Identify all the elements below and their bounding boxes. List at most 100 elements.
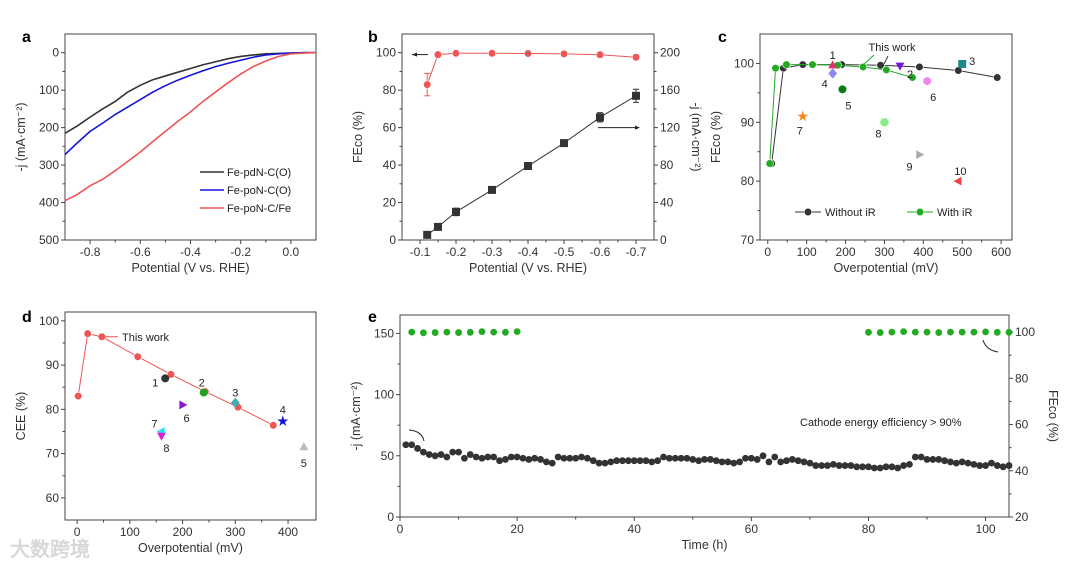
x-tick-label: 400 xyxy=(278,525,298,539)
series-line-0 xyxy=(771,64,998,164)
x-axis-title: Potential (V vs. RHE) xyxy=(469,261,587,275)
y2-tick-label: 0 xyxy=(660,233,667,247)
data-point xyxy=(449,448,457,456)
data-point xyxy=(578,453,585,461)
data-point xyxy=(695,457,703,465)
this-work-label: This work xyxy=(122,332,170,344)
reference-label: 2 xyxy=(907,69,913,81)
data-point xyxy=(502,328,509,336)
reference-point-2 xyxy=(199,388,208,397)
y-tick-label: 100 xyxy=(734,56,754,70)
data-point xyxy=(648,458,656,466)
data-point xyxy=(882,463,890,471)
y-tick-label: 20 xyxy=(383,196,397,210)
data-point xyxy=(560,139,568,148)
y-tick-label: 60 xyxy=(383,121,397,135)
arrow-head xyxy=(412,52,417,57)
data-point xyxy=(524,162,532,171)
data-point xyxy=(583,454,591,462)
plot-frame xyxy=(64,311,317,521)
y-tick-label: 200 xyxy=(39,121,59,135)
data-point xyxy=(490,328,498,336)
series-line-1 xyxy=(769,64,913,164)
y-tick-label: 100 xyxy=(376,46,396,60)
data-point xyxy=(800,458,808,466)
x-tick-label: 100 xyxy=(120,525,140,539)
y2-tick-label: 20 xyxy=(1015,510,1029,524)
reference-label: 9 xyxy=(906,162,912,174)
data-point xyxy=(999,463,1007,471)
data-point xyxy=(596,113,604,122)
data-point xyxy=(496,457,503,465)
y-tick-label: 50 xyxy=(381,449,395,463)
data-point xyxy=(908,73,917,82)
y-axis-title: -j (mA·cm⁻²) xyxy=(14,102,28,171)
left-axis-arrow xyxy=(408,429,425,442)
annotation-arrow xyxy=(861,54,875,67)
data-point xyxy=(935,329,943,336)
reference-label: 7 xyxy=(151,418,157,430)
data-point xyxy=(929,456,937,463)
x-tick-label: -0.2 xyxy=(446,245,467,259)
data-point xyxy=(589,457,597,465)
data-point xyxy=(915,62,924,72)
y2-axis-title: FEco (%) xyxy=(1046,390,1060,442)
data-point xyxy=(665,454,673,462)
annotation-arrow xyxy=(883,55,889,65)
reference-point-3 xyxy=(230,397,240,408)
data-point xyxy=(835,462,843,469)
x-tick-label: 0 xyxy=(764,245,771,259)
reference-point-6 xyxy=(923,77,932,86)
panel-label-d: d xyxy=(22,309,32,326)
x-tick-label: 40 xyxy=(628,522,642,536)
data-point xyxy=(452,207,460,216)
data-point xyxy=(434,222,442,231)
reference-label: 6 xyxy=(184,413,190,425)
reference-point-7 xyxy=(797,110,809,122)
reference-label: 8 xyxy=(875,128,881,140)
data-point xyxy=(466,451,474,458)
data-point xyxy=(423,80,432,89)
data-point xyxy=(701,456,708,463)
reference-point-8 xyxy=(879,118,890,127)
data-point xyxy=(1005,462,1013,469)
reference-point-1 xyxy=(161,374,170,383)
reference-label: 1 xyxy=(830,50,836,62)
data-point xyxy=(900,328,907,336)
data-point xyxy=(941,457,948,465)
x-tick-label: 80 xyxy=(862,522,876,536)
data-point xyxy=(765,458,773,466)
reference-label: 3 xyxy=(969,56,975,68)
data-point xyxy=(712,457,720,465)
data-point xyxy=(478,328,486,336)
data-point xyxy=(654,457,662,465)
data-point xyxy=(437,451,445,458)
reference-point-5 xyxy=(299,442,309,451)
data-point xyxy=(958,458,966,466)
y2-tick-label: 160 xyxy=(660,83,680,97)
data-point xyxy=(876,329,884,336)
data-point xyxy=(888,328,896,336)
x-tick-label: -0.2 xyxy=(230,245,251,259)
data-point xyxy=(537,456,544,463)
data-point xyxy=(742,454,749,462)
panel-d: 0 100 200 300 400 60 70 80 90 100 Overpotential (m… xyxy=(14,311,317,555)
data-point xyxy=(794,457,802,465)
reference-point-2 xyxy=(895,62,905,71)
x-tick-label: 20 xyxy=(510,522,524,536)
data-point xyxy=(683,454,691,462)
data-point xyxy=(451,49,461,58)
data-point xyxy=(607,458,615,466)
y2-tick-label: 100 xyxy=(1015,325,1035,339)
y-tick-label: 70 xyxy=(741,233,755,247)
data-point xyxy=(917,453,925,461)
data-point xyxy=(472,453,480,461)
data-point xyxy=(724,458,732,466)
data-point xyxy=(718,458,726,466)
y-axis-title: FEco (%) xyxy=(709,111,723,163)
data-point xyxy=(759,452,767,460)
data-point xyxy=(993,73,1002,82)
x-tick-label: -0.6 xyxy=(130,245,151,259)
x-tick-label: -0.1 xyxy=(410,245,431,259)
reference-label: 7 xyxy=(797,125,803,137)
